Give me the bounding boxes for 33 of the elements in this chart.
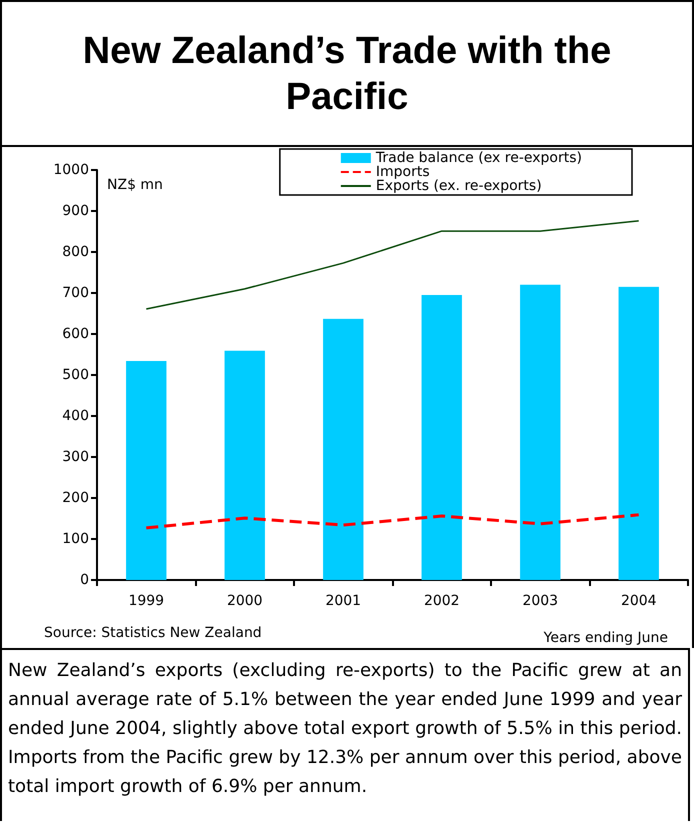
y-tick-label: 700 <box>62 285 89 301</box>
x-tick-label: 2002 <box>424 593 460 609</box>
y-tick-label: 500 <box>62 367 89 383</box>
y-tick-label: 200 <box>62 490 89 506</box>
y-tick-label: 900 <box>62 203 89 219</box>
legend-label: Trade balance (ex re-exports) <box>374 150 582 166</box>
x-tick-label: 2004 <box>620 593 657 609</box>
x-tick-label: 2003 <box>522 593 558 609</box>
y-tick-label: 0 <box>80 572 89 588</box>
bar <box>520 284 560 580</box>
text: New Zealand’s exports (excluding re-exports) to the Pacific grew at an annual average rate of 5.1% between the year ended June 1999 and year ended June 2004, slightly above total export growth of 5.5% in this period. Imports from the Pacific grew by 12.3% per annum over this period, above total import growth of 6.9% per annum. <box>0 648 690 821</box>
bar <box>224 350 265 580</box>
y-tick-label: 400 <box>62 408 89 424</box>
x-tick-label: 2000 <box>226 593 263 609</box>
legend-label: Imports <box>376 164 430 180</box>
y-tick-label: 800 <box>62 244 89 260</box>
x-tick-label: 2001 <box>325 593 362 609</box>
source-note: Source: Statistics New Zealand <box>44 625 262 641</box>
bar <box>323 318 364 580</box>
y-tick-label: 600 <box>62 326 89 342</box>
y-tick-label: 100 <box>62 531 89 547</box>
chart-title: New Zealand’s Trade with the Pacific <box>82 28 612 120</box>
x-axis-title: Years ending June <box>542 630 668 646</box>
y-tick-label: 1000 <box>53 162 89 178</box>
line-series <box>144 513 640 530</box>
y-axis-title: NZ$ mn <box>107 177 163 193</box>
line-series <box>146 220 640 310</box>
y-tick-label: 300 <box>62 449 89 465</box>
bar <box>126 361 166 580</box>
bar <box>618 286 659 580</box>
legend-label: Exports (ex. re-exports) <box>376 178 542 194</box>
x-tick-label: 1999 <box>128 593 164 609</box>
bar <box>422 295 462 580</box>
